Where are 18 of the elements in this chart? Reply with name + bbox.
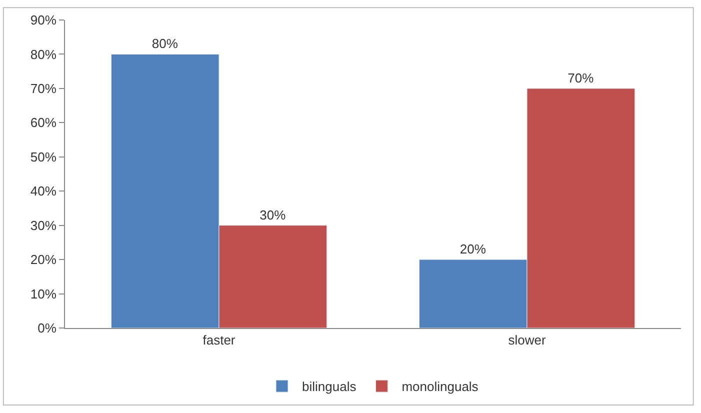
y-tick-label: 80% xyxy=(30,46,57,62)
y-tick-label: 20% xyxy=(30,252,57,268)
data-label: 30% xyxy=(260,207,286,222)
y-tick-label: 50% xyxy=(30,149,57,164)
x-tick-label: slower xyxy=(508,332,546,348)
y-tick-label: 0% xyxy=(38,320,57,336)
y-tick-label: 40% xyxy=(30,184,57,199)
legend-label: monolinguals xyxy=(402,379,479,394)
data-label: 20% xyxy=(460,242,486,257)
y-tick-label: 70% xyxy=(30,80,57,96)
data-label: 80% xyxy=(152,36,178,52)
data-label: 70% xyxy=(568,70,594,86)
y-tick-label: 90% xyxy=(30,12,57,28)
y-tick-label: 10% xyxy=(30,286,57,302)
legend-label: bilinguals xyxy=(302,379,357,394)
y-tick-label: 60% xyxy=(30,115,57,130)
y-tick-label: 30% xyxy=(30,218,57,233)
x-tick-label: faster xyxy=(202,332,236,348)
